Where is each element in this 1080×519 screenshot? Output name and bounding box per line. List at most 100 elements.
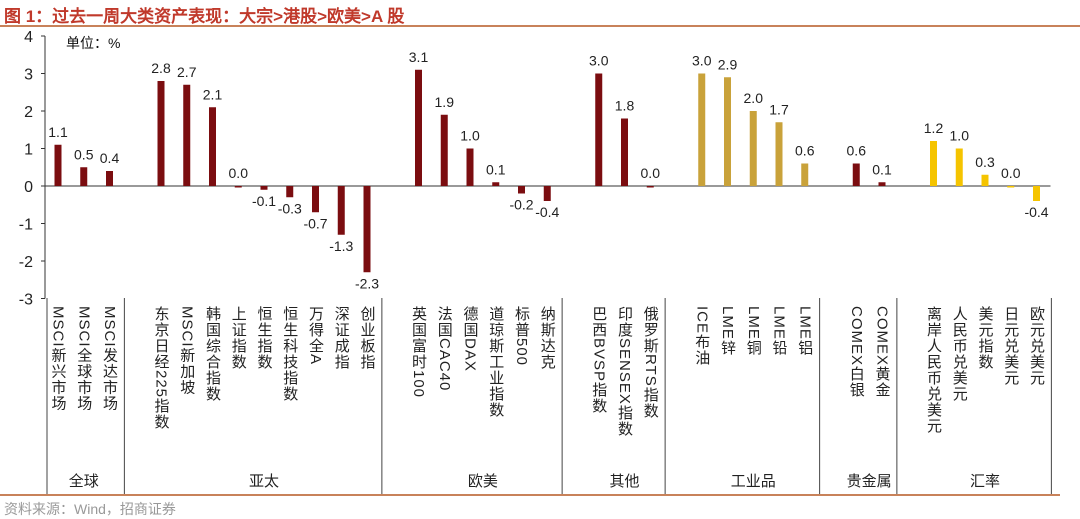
- data-label: 0.4: [100, 150, 120, 166]
- category-label: COMEX白银: [847, 306, 865, 399]
- data-label: 0.0: [229, 165, 249, 181]
- data-label: 2.9: [718, 56, 738, 72]
- bar: [337, 186, 345, 235]
- y-tick-label: 0: [24, 179, 33, 196]
- category-label: 美元指数: [976, 306, 994, 370]
- data-label: 2.8: [151, 60, 171, 76]
- bar: [724, 77, 731, 186]
- data-label: 1.9: [435, 94, 455, 110]
- bar: [749, 111, 757, 186]
- y-tick-label: -1: [19, 217, 33, 234]
- data-label: 0.1: [872, 161, 892, 177]
- bottom-divider: [0, 494, 1060, 496]
- data-label: 3.1: [409, 49, 429, 65]
- data-label: 2.7: [177, 64, 197, 80]
- title-divider: [0, 25, 1080, 27]
- data-label: 1.0: [460, 128, 480, 144]
- data-label: 0.5: [74, 146, 94, 162]
- category-label: 韩国综合指数: [204, 306, 221, 402]
- source-note: 资料来源：Wind，招商证券: [4, 501, 176, 517]
- bar: [1033, 186, 1040, 201]
- group-label: 其他: [609, 473, 640, 490]
- group-label: 欧美: [467, 473, 498, 490]
- bar: [878, 182, 886, 186]
- bar: [801, 163, 809, 186]
- figure-title: 图 1：过去一周大类资产表现：大宗>港股>欧美>A 股: [4, 7, 405, 26]
- category-label: 德国DAX: [461, 306, 479, 372]
- category-label: 人民币兑美元: [950, 306, 968, 402]
- bar: [1007, 186, 1015, 188]
- category-label: LME铜: [744, 306, 762, 356]
- bar: [363, 186, 371, 273]
- bar: [981, 174, 989, 186]
- bar: [183, 84, 191, 186]
- bar: [234, 186, 242, 188]
- data-label: 0.3: [975, 154, 995, 170]
- bar: [698, 73, 706, 186]
- data-label: 0.1: [486, 161, 506, 177]
- y-tick-label: 4: [24, 29, 33, 46]
- bar: [543, 186, 551, 201]
- data-label: 1.7: [769, 101, 789, 117]
- bar: [621, 118, 628, 186]
- data-label: 0.0: [1001, 165, 1021, 181]
- category-label: LME铅: [770, 306, 788, 356]
- group-label: 工业品: [730, 473, 776, 490]
- data-label: -1.3: [329, 238, 353, 254]
- data-label: 0.6: [847, 143, 867, 159]
- data-label: 2.0: [744, 90, 764, 106]
- data-label: 1.2: [924, 120, 944, 136]
- data-label: -0.2: [509, 197, 533, 213]
- data-label: -0.3: [278, 200, 302, 216]
- data-label: -0.7: [303, 215, 327, 231]
- bar: [492, 182, 500, 186]
- bar: [80, 167, 88, 186]
- bar: [646, 186, 654, 188]
- y-tick-label: -2: [19, 254, 33, 271]
- category-label: 上证指数: [229, 306, 247, 370]
- bar: [286, 186, 294, 198]
- bar: [260, 186, 268, 190]
- category-label: 恒生科技指数: [281, 306, 299, 402]
- bar: [595, 73, 603, 186]
- category-label: 恒生指数: [255, 306, 273, 370]
- bar: [466, 148, 474, 186]
- bar: [209, 107, 216, 186]
- category-label: 印度SENSEX指数: [616, 306, 633, 437]
- data-label: 1.0: [950, 128, 970, 144]
- category-label: ICE布油: [693, 306, 711, 367]
- bar: [440, 114, 448, 186]
- category-label: LME锌: [719, 306, 736, 356]
- data-label: 0.0: [641, 165, 661, 181]
- category-label: 法国CAC40: [435, 306, 453, 392]
- category-label: 标普500: [513, 306, 530, 367]
- data-label: 3.0: [589, 53, 609, 69]
- bar: [106, 171, 113, 186]
- bar: [852, 163, 860, 186]
- data-label: -0.4: [1024, 204, 1048, 220]
- data-label: 3.0: [692, 53, 712, 69]
- category-label: 深证成指: [332, 306, 350, 370]
- y-tick-label: 2: [24, 104, 33, 121]
- bar: [775, 122, 783, 186]
- data-label: -2.3: [355, 275, 379, 291]
- data-label: -0.1: [252, 193, 276, 209]
- bar: [930, 141, 937, 186]
- unit-label: 单位：%: [66, 35, 121, 51]
- bar: [518, 186, 525, 194]
- category-label: LME铝: [796, 306, 814, 356]
- category-label: 欧元兑美元: [1028, 306, 1045, 386]
- data-label: 2.1: [203, 86, 223, 102]
- y-tick-label: 1: [24, 142, 33, 159]
- category-label: 万得全A: [307, 306, 324, 366]
- category-label: 道琼斯工业指数: [487, 306, 505, 418]
- data-label: -0.4: [535, 204, 559, 220]
- category-label: 创业板指: [358, 306, 376, 370]
- group-label: 汇率: [969, 473, 1001, 490]
- category-label: 纳斯达克: [538, 306, 556, 370]
- category-label: MSCI新加坡: [178, 306, 196, 396]
- category-label: COMEX黄金: [873, 306, 891, 399]
- category-label: 俄罗斯RTS指数: [641, 306, 659, 419]
- category-label: 巴西BVSP指数: [590, 306, 608, 415]
